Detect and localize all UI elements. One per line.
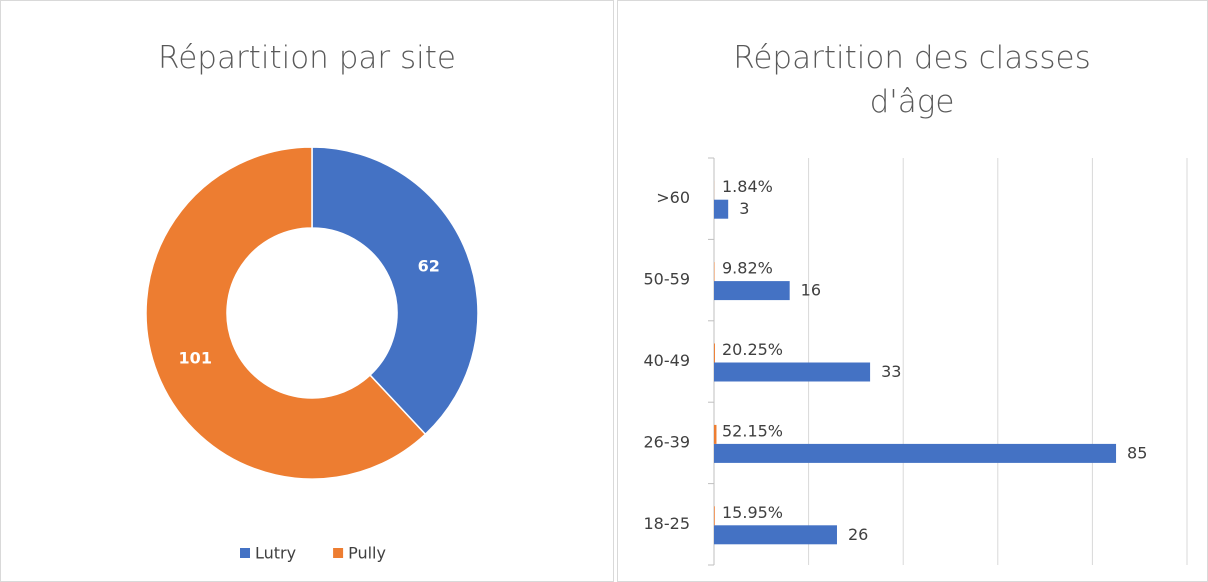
bar [714, 506, 715, 526]
legend-swatch [333, 548, 344, 558]
data-label: 26 [848, 525, 868, 544]
data-label: 16 [801, 281, 821, 300]
bar [714, 362, 871, 382]
legend-label: Lutry [255, 544, 296, 563]
donut-slice [145, 146, 427, 480]
chart-title: Répartition des classes d'âge [733, 40, 1091, 120]
bar [714, 443, 1117, 463]
legend-label: Pully [348, 544, 386, 563]
data-label: 85 [1127, 443, 1147, 462]
y-tick-label: 50-59 [644, 270, 691, 289]
data-label: 101 [179, 349, 212, 368]
donut-slice [311, 146, 479, 436]
data-label: 1.84% [722, 177, 773, 196]
data-label: 9.82% [722, 259, 773, 278]
data-label: 15.95% [722, 503, 783, 522]
data-label: 3 [739, 199, 749, 218]
y-tick-label: 26-39 [644, 432, 691, 451]
bar [714, 343, 715, 363]
bar [714, 281, 790, 301]
data-label: 52.15% [722, 421, 783, 440]
legend-swatch [240, 548, 250, 558]
bar [714, 525, 837, 545]
bar [714, 424, 717, 444]
y-tick-label: 40-49 [644, 351, 691, 370]
y-tick-label: >60 [656, 188, 690, 207]
data-label: 62 [418, 256, 440, 275]
data-label: 33 [881, 362, 901, 381]
chart-title: Répartition par site [158, 40, 456, 76]
bar [714, 199, 729, 219]
y-tick-label: 18-25 [644, 514, 691, 533]
data-label: 20.25% [722, 340, 783, 359]
